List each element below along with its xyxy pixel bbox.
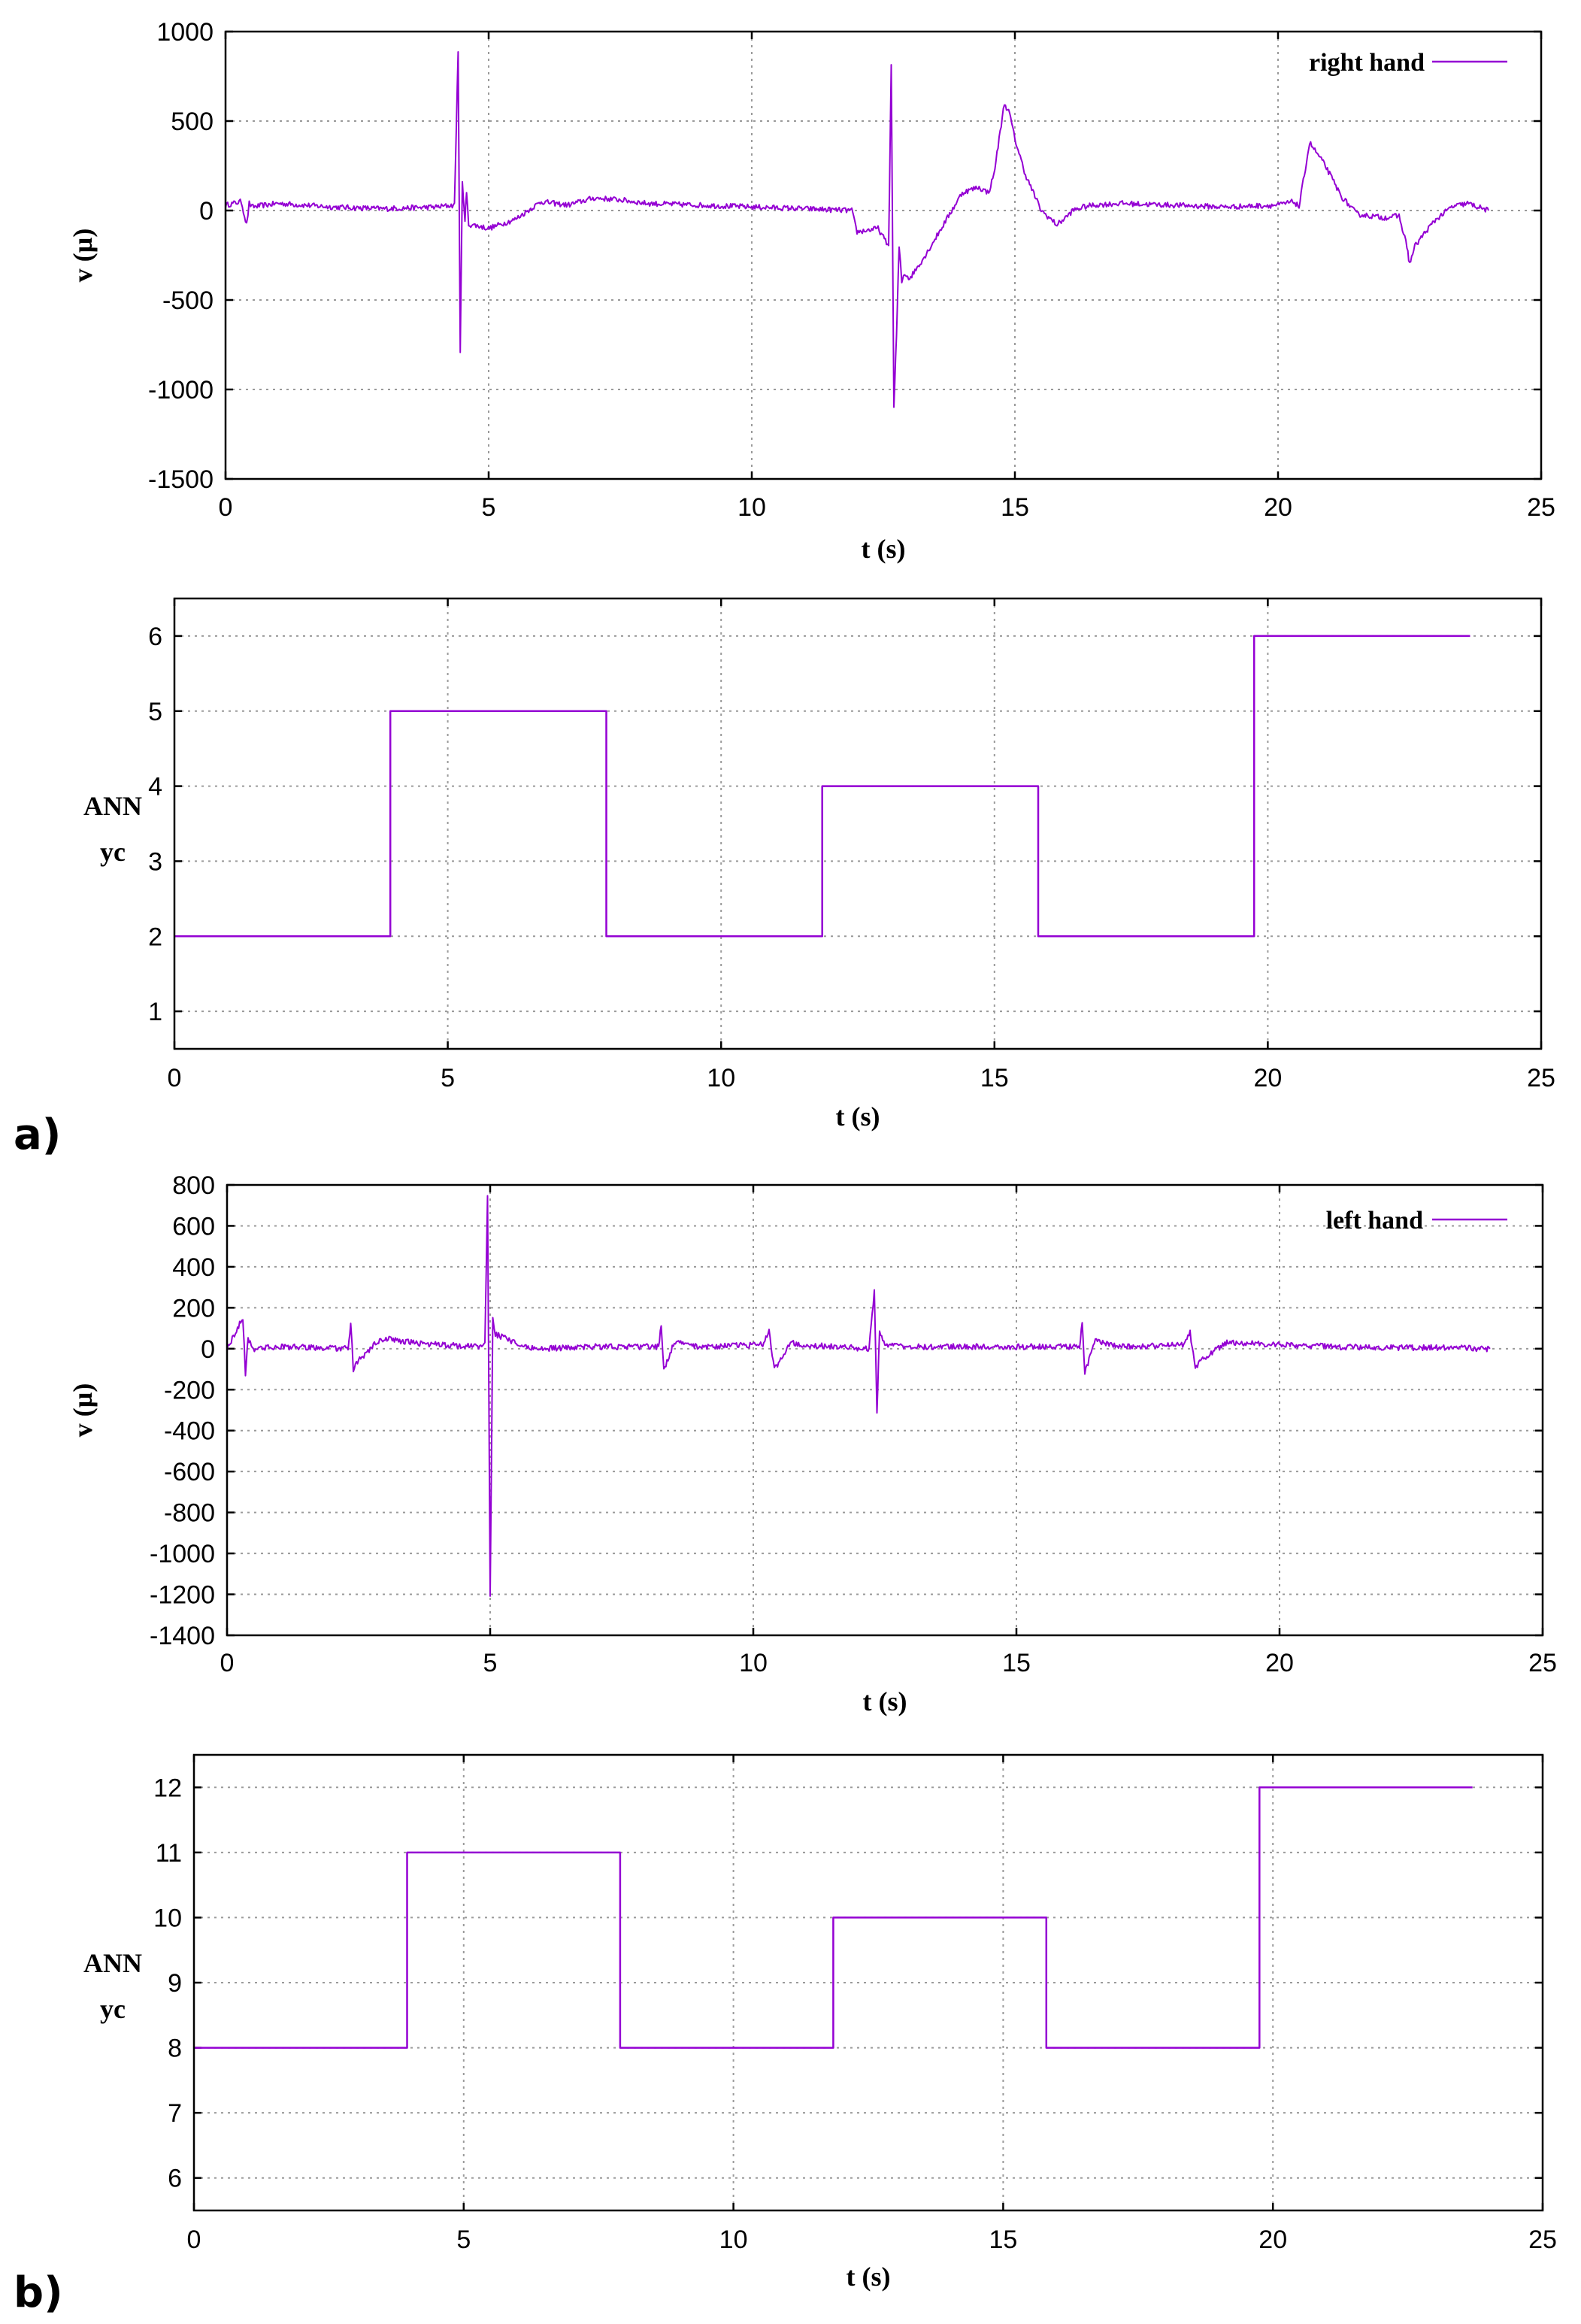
plot-left-hand-ann-output: 0 5 10 15 20 25 6 7 8 9 10 11 12 t (s) ANN yc [83, 1753, 1557, 2292]
plot-frame [173, 597, 1543, 1050]
y-tick-label: 11 [156, 1839, 182, 1868]
y-tick-label: 7 [168, 2099, 182, 2128]
legend-label: left hand [1326, 1207, 1424, 1235]
x-tick-label: 15 [980, 1064, 1009, 1092]
x-tick-label: 20 [1265, 1649, 1294, 1677]
x-tick-label: 10 [737, 493, 766, 522]
y-tick-label: -1200 [150, 1581, 215, 1610]
y-tick-label: 10 [153, 1904, 182, 1932]
y-tick-label: -600 [164, 1458, 215, 1486]
y-tick-label: 0 [199, 197, 214, 226]
x-axis-label: t (s) [847, 2262, 891, 2292]
x-tick-label: 0 [168, 1064, 182, 1092]
y-tick-label: 5 [148, 698, 162, 726]
y-axis-label-line: ANN [83, 791, 142, 821]
y-tick-label: -500 [162, 286, 214, 315]
x-tick-label: 0 [187, 2226, 201, 2254]
x-tick-label: 0 [220, 1649, 235, 1677]
plot-frame [192, 1753, 1544, 2212]
y-tick-label: -200 [164, 1376, 215, 1404]
y-axis-label: v (µ) [68, 1383, 98, 1438]
y-tick-label: 1 [148, 998, 162, 1026]
x-tick-label: 15 [1002, 1649, 1031, 1677]
plot-left-hand-signal: 0 5 10 15 20 25 -1400 -1200 -1000 -800 -600 -400 -20… [68, 1171, 1557, 1716]
y-tick-label: -1500 [148, 465, 214, 494]
series-line [194, 1786, 1473, 2049]
x-tick-label: 25 [1527, 493, 1555, 522]
x-tick-label: 15 [1001, 493, 1029, 522]
x-tick-label: 5 [483, 1649, 498, 1677]
x-tick-label: 0 [219, 493, 233, 522]
x-axis-label: t (s) [862, 534, 906, 564]
x-axis-label: t (s) [863, 1686, 907, 1716]
y-tick-label: 2 [148, 923, 162, 951]
y-tick-label: 8 [168, 2035, 182, 2063]
y-tick-label: 400 [172, 1253, 215, 1282]
y-tick-label: 200 [172, 1294, 215, 1323]
panel-label-b: b) [14, 2268, 63, 2317]
y-tick-label: -400 [164, 1417, 215, 1446]
y-tick-label: 0 [201, 1335, 215, 1364]
y-tick-label: -1400 [150, 1622, 215, 1650]
series-line [174, 635, 1470, 938]
y-tick-label: -800 [164, 1499, 215, 1528]
y-tick-label: 4 [148, 773, 162, 801]
x-tick-label: 15 [989, 2226, 1017, 2254]
y-tick-label: 3 [148, 847, 162, 876]
x-tick-label: 20 [1253, 1064, 1282, 1092]
y-tick-label: -1000 [148, 376, 214, 405]
y-tick-label: 6 [148, 623, 162, 651]
y-tick-label: 500 [171, 108, 214, 136]
y-tick-label: 12 [153, 1774, 182, 1802]
y-axis-label-line: yc [100, 837, 126, 867]
panel-label-a: a) [14, 1110, 61, 1159]
series-line-right-hand [225, 51, 1489, 408]
plot-right-hand-signal: 0 5 10 15 20 25 -1500 -1000 -500 0 500 1000 right ha… [68, 18, 1555, 564]
x-tick-label: 5 [456, 2226, 471, 2254]
series-line-left-hand [226, 1195, 1491, 1597]
x-tick-label: 25 [1528, 2226, 1557, 2254]
x-tick-label: 10 [707, 1064, 735, 1092]
x-tick-label: 10 [739, 1649, 768, 1677]
x-tick-label: 10 [719, 2226, 748, 2254]
x-tick-label: 5 [441, 1064, 455, 1092]
plot-frame [226, 1183, 1544, 1637]
x-tick-label: 20 [1264, 493, 1292, 522]
plot-frame [224, 30, 1543, 480]
legend-label: right hand [1309, 49, 1425, 77]
x-tick-label: 25 [1527, 1064, 1555, 1092]
y-tick-label: 600 [172, 1212, 215, 1241]
y-tick-label: 9 [168, 1969, 182, 1998]
plot-right-hand-ann-output: 0 5 10 15 20 25 1 2 3 4 5 6 t (s) ANN yc [83, 597, 1555, 1132]
y-tick-label: 800 [172, 1171, 215, 1200]
x-axis-label: t (s) [836, 1101, 880, 1132]
y-axis-label-line: yc [100, 1994, 126, 2024]
x-tick-label: 20 [1258, 2226, 1287, 2254]
y-axis-label: v (µ) [68, 229, 98, 283]
y-axis-label-line: ANN [83, 1948, 142, 1978]
x-tick-label: 25 [1528, 1649, 1557, 1677]
y-tick-label: -1000 [150, 1540, 215, 1568]
y-tick-label: 6 [168, 2165, 182, 2193]
x-tick-label: 5 [482, 493, 496, 522]
y-tick-label: 1000 [156, 18, 214, 47]
